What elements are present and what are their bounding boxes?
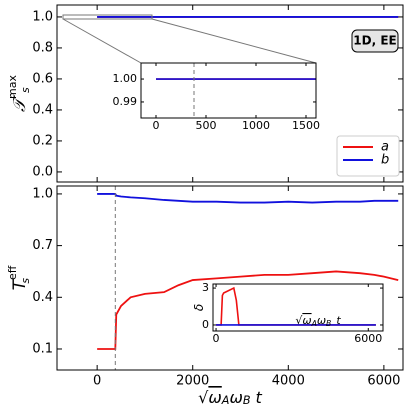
plot-area <box>141 63 316 118</box>
y-label-sup: max <box>6 75 19 99</box>
x-label-root: √ <box>295 314 303 327</box>
legend-label: a <box>381 140 389 155</box>
y-tick-label: 0.1 <box>32 341 53 356</box>
y-tick-label: 0.2 <box>32 133 53 148</box>
y-tick-label: 0.7 <box>32 238 53 253</box>
y-tick-label: 0.99 <box>113 95 138 108</box>
y-axis-label: δ <box>192 304 206 311</box>
x-tick-label: 1500 <box>292 119 320 132</box>
x-tick-label: 4000 <box>272 374 305 389</box>
y-axis-label: Teffs <box>6 265 32 290</box>
x-axis-label: √ωAωB t <box>198 388 262 406</box>
x-label-sub: B <box>326 319 331 328</box>
x-label-var: t <box>336 314 341 327</box>
y-tick-label: 0.6 <box>32 71 53 86</box>
y-tick-label: 0 <box>202 318 209 331</box>
annotation-box <box>351 29 399 53</box>
y-label-main: δ <box>192 304 206 311</box>
x-label-omega: ω <box>229 388 242 406</box>
series-line <box>97 193 399 204</box>
y-label-sub: s <box>19 87 32 93</box>
y-tick-label: 0.8 <box>32 40 53 55</box>
x-tick-label: 2000 <box>176 374 209 389</box>
y-tick-label: 0.0 <box>32 164 53 179</box>
x-tick-label: 500 <box>196 119 217 132</box>
x-tick-label: 0 <box>213 332 220 345</box>
plot-frame <box>56 4 404 183</box>
zoom-connector <box>62 18 142 64</box>
plot-frame <box>56 185 404 371</box>
x-axis-label: √ωAωB t <box>295 314 341 328</box>
x-label-sub: A <box>311 319 317 328</box>
y-axis-label: 𝒯maxs <box>6 75 32 112</box>
series-line <box>97 270 399 350</box>
plot-frame <box>212 283 384 332</box>
y-tick-label: 1.0 <box>32 186 53 201</box>
zoom-connector <box>151 18 317 64</box>
x-label-omega: ω <box>302 314 311 327</box>
plot-area <box>213 284 383 331</box>
zoom-box <box>62 14 153 20</box>
legend-label: b <box>381 153 389 168</box>
y-tick-label: 3 <box>202 281 209 294</box>
plot-frame <box>140 62 317 119</box>
y-tick-label: 0.4 <box>32 290 53 305</box>
y-tick-label: 1.00 <box>113 72 138 85</box>
x-label-root: √ <box>198 388 209 406</box>
x-label-sub: A <box>221 394 230 406</box>
x-label-sub: B <box>243 394 251 406</box>
x-tick-label: 6000 <box>367 374 400 389</box>
y-tick-label: 1.0 <box>32 9 53 24</box>
x-tick-label: 0 <box>93 374 101 389</box>
x-tick-label: 0 <box>153 119 160 132</box>
legend-box <box>336 135 400 177</box>
y-tick-label: 0.4 <box>32 102 53 117</box>
annotation: 1D, EE <box>353 34 396 48</box>
x-label-omega: ω <box>208 388 221 406</box>
y-label-main: T <box>10 278 30 290</box>
x-label-omega: ω <box>317 314 326 327</box>
x-tick-label: 6000 <box>354 332 382 345</box>
x-tick-label: 1000 <box>242 119 270 132</box>
y-label-sub: s <box>19 278 32 284</box>
y-label-sup: eff <box>6 265 19 280</box>
x-label-var: t <box>256 388 263 406</box>
